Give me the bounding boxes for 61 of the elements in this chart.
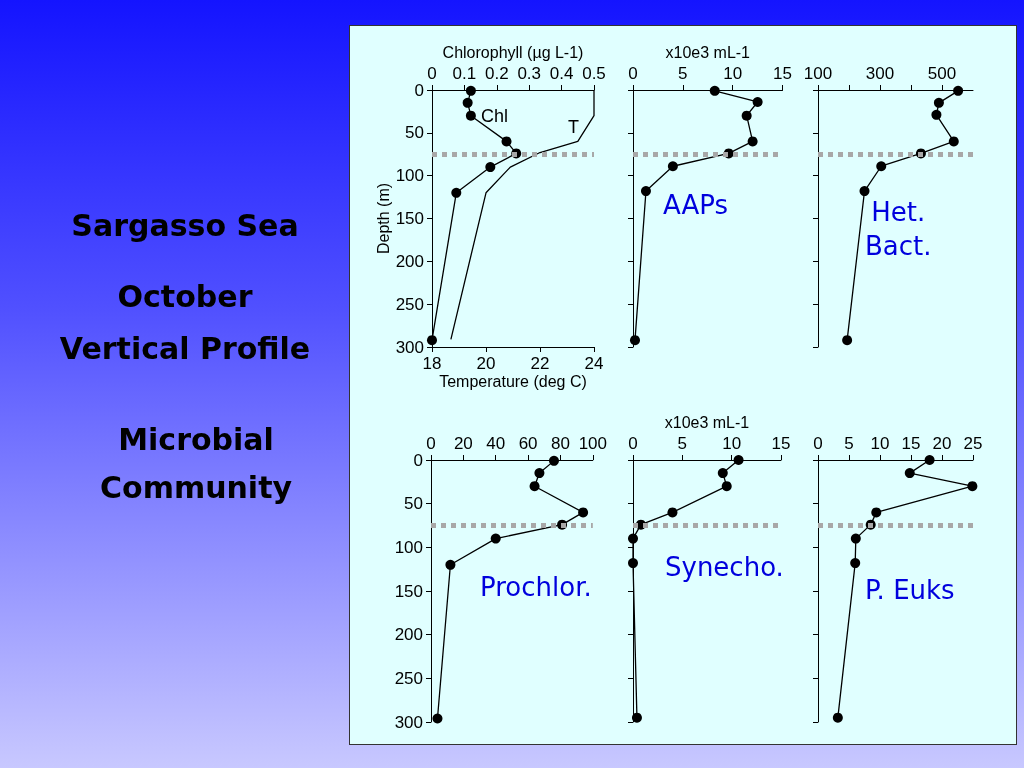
x-tick-label: 500 [927, 64, 957, 83]
x-tick-label: 10 [870, 434, 890, 453]
x-tick-label: 0 [628, 434, 638, 453]
x-tick-label: 20 [476, 354, 496, 373]
x2-axis-title: Chlorophyll (µg L-1) [442, 43, 584, 61]
x-tick-label: 5 [844, 434, 854, 453]
y-tick-label: 150 [394, 581, 423, 601]
y-tick-label: 100 [394, 537, 423, 557]
y-axis-title: Depth (m) [375, 182, 393, 255]
series-label: Chl [480, 105, 508, 126]
x-tick-label: 100 [803, 64, 833, 83]
annotation: Het. Bact. [865, 197, 932, 261]
y-tick-label: 200 [394, 625, 423, 645]
x-axis-title: x10e3 mL-1 [665, 43, 751, 61]
series-label: T [568, 116, 579, 137]
x-tick-label: 300 [865, 64, 895, 83]
x2-tick-label: 0.2 [484, 64, 509, 83]
y-tick-label: 100 [395, 166, 424, 186]
y-tick-label: 50 [405, 123, 424, 143]
x-tick-label: 60 [518, 434, 538, 453]
x-tick-label: 15 [901, 434, 921, 453]
annotation: Prochlor. [480, 572, 592, 602]
x-tick-label: 0 [426, 434, 436, 453]
text: October Vertical Profile [59, 278, 311, 366]
y-tick-label: 200 [395, 251, 424, 271]
x-tick-label: 22 [530, 354, 550, 373]
annotation: Synecho. [665, 552, 784, 582]
x-tick-label: 80 [550, 434, 570, 453]
x2-tick-label: 0.5 [582, 64, 606, 83]
x-tick-label: 24 [584, 354, 604, 373]
x2-tick-label: 0.1 [452, 64, 477, 83]
x-tick-label: 18 [422, 354, 442, 373]
y-tick-label: 300 [394, 712, 423, 732]
x-tick-label: 15 [773, 64, 793, 83]
y-tick-label: 250 [395, 294, 424, 314]
x-tick-label: 10 [722, 434, 742, 453]
y-tick-label: 0 [413, 450, 423, 470]
x-tick-label: 0 [628, 64, 638, 83]
x2-tick-label: 0.3 [517, 64, 542, 83]
x-tick-label: 5 [678, 64, 688, 83]
annotation: P. Euks [865, 575, 955, 605]
x-axis-title: x10e3 mL-1 [664, 413, 750, 431]
x-tick-label: 20 [932, 434, 952, 453]
x-tick-label: 5 [677, 434, 688, 453]
y-tick-label: 50 [404, 494, 423, 514]
y-tick-label: 250 [394, 668, 423, 688]
annotation: AAPs [662, 190, 729, 220]
x-tick-label: 100 [578, 434, 608, 453]
x-tick-label: 20 [453, 434, 473, 453]
x2-tick-label: 0.4 [549, 64, 574, 83]
x-tick-label: 40 [486, 434, 506, 453]
y-tick-label: 0 [414, 80, 424, 100]
y-tick-label: 300 [395, 337, 424, 357]
text: Sargasso Sea [71, 207, 299, 243]
x-tick-label: 10 [723, 64, 743, 83]
x-axis-title: Temperature (deg C) [439, 372, 587, 390]
text: Microbial Community [100, 421, 293, 505]
x-tick-label: 25 [963, 434, 983, 453]
y-tick-label: 150 [395, 209, 424, 228]
x-tick-label: 15 [771, 434, 791, 453]
x-tick-label: 0 [813, 434, 823, 453]
